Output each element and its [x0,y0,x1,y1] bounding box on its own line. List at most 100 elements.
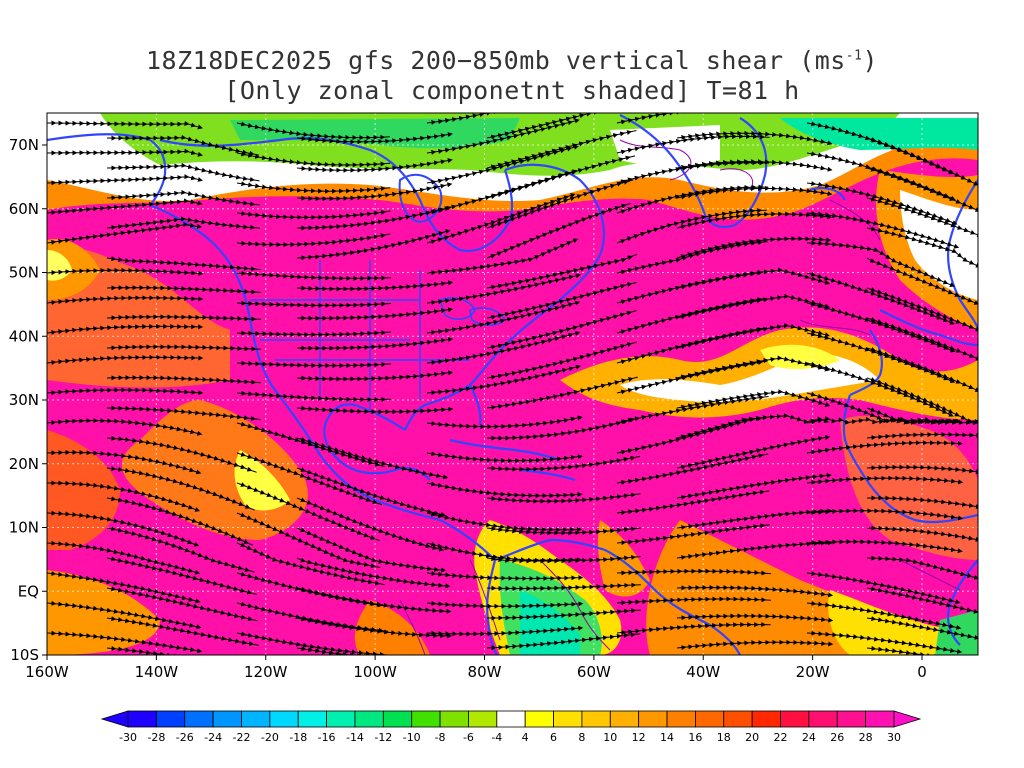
colorbar-swatch [780,710,810,728]
lat-label: 20N [9,455,39,473]
colorbar-swatch [212,710,242,728]
colorbar-swatch [553,710,583,728]
streamline [616,622,771,636]
streamline [106,189,260,207]
streamline [106,405,261,421]
streamline [47,387,204,396]
streamline [616,270,768,305]
streamline [616,453,769,485]
colorbar-tick-label: -28 [147,731,165,744]
streamline [47,148,203,157]
streamline [296,646,453,655]
streamline [296,132,453,145]
colorbar-swatch [666,710,696,728]
streamline [296,158,453,173]
streamline [616,360,768,395]
streamline [106,314,261,322]
colorbar-swatch [751,710,781,728]
lon-label: 120W [244,663,288,681]
colorbar-tick-label: 24 [802,731,816,744]
streamline [296,280,454,292]
colorbar-swatch [638,710,668,728]
colorbar-tick-label: 4 [522,731,529,744]
lon-label: 140W [135,663,179,681]
streamline [296,370,454,382]
streamline [296,337,454,351]
lat-label: 50N [9,264,39,282]
colorbar-swatch [581,710,611,728]
title-line-1: 18Z18DEC2025 gfs 200−850mb vertical shea… [145,46,879,75]
streamline [296,616,453,639]
colorbar-swatch [184,710,214,728]
lon-label: 0 [917,663,927,681]
colorbar-tick-label: 12 [632,731,646,744]
streamline [486,632,641,651]
streamline [47,267,204,276]
latitude-labels: 70N 60N 50N 40N 30N 20N 10N EQ 10S [9,136,47,664]
colorbar-swatch [865,710,895,728]
streamline [236,360,391,369]
streamline [487,608,641,621]
colorbar-tick-label: -18 [289,731,307,744]
lon-label: 100W [353,663,397,681]
streamline [296,405,454,415]
streamline [616,160,770,185]
streamline [806,475,964,485]
streamline [47,174,203,186]
streamline [616,489,770,516]
streamline [236,330,391,338]
streamline [616,208,767,244]
colorbar-tick-label: 22 [774,731,788,744]
colorbar-swatch [836,710,867,728]
streamline [236,390,391,403]
lat-label: 70N [9,136,39,154]
colorbar: -30 -28 -26 -24 -22 -20 -18 -16 -14 -12 -10 -8 -6 -4 4… [100,710,922,744]
colorbar-swatch [269,710,299,728]
streamline [866,525,978,549]
streamline [236,300,391,308]
lon-label: 160W [25,663,69,681]
colorbar-tick-label: 8 [578,731,585,744]
colorbar-tick-label: -24 [204,731,222,744]
colorbar-swatch [723,710,753,728]
streamline [47,449,202,475]
streamline [296,182,453,202]
streamline [616,240,768,275]
streamline [106,435,257,473]
colorbar-tick-label: 6 [550,731,557,744]
streamline [866,645,978,655]
streamline [106,344,261,352]
streamline [486,492,641,504]
colorbar-tick-label: -8 [435,731,446,744]
streamline [616,133,770,155]
lat-label: 10N [9,519,39,537]
colorbar-tick-label: -26 [176,731,194,744]
streamline [616,184,769,214]
colorbar-tick-label: 14 [660,731,674,744]
colorbar-tick-label: -22 [232,731,250,744]
streamline [296,229,451,261]
streamline [486,376,638,410]
plot-frame [46,112,979,656]
colorbar-tick-label: -10 [403,731,421,744]
lat-label: EQ [18,582,39,600]
streamline [806,440,963,455]
colorbar-swatch [155,710,186,728]
streamline [616,113,766,125]
streamline [296,307,454,321]
streamline [676,540,833,560]
streamline [866,431,978,441]
colorbar-right-arrow [893,710,922,728]
streamline [106,256,261,272]
streamline [47,295,204,305]
streamline [297,205,452,231]
streamline [106,375,261,385]
lat-label: 10S [10,646,39,664]
streamline [106,285,261,295]
streamline [676,613,834,623]
longitude-labels: 160W 140W 120W 100W 80W 60W 40W 20W 0 [25,655,927,681]
streamline [676,585,834,598]
streamline [866,555,978,589]
colorbar-left-arrow [100,710,129,728]
streamline [486,526,641,536]
